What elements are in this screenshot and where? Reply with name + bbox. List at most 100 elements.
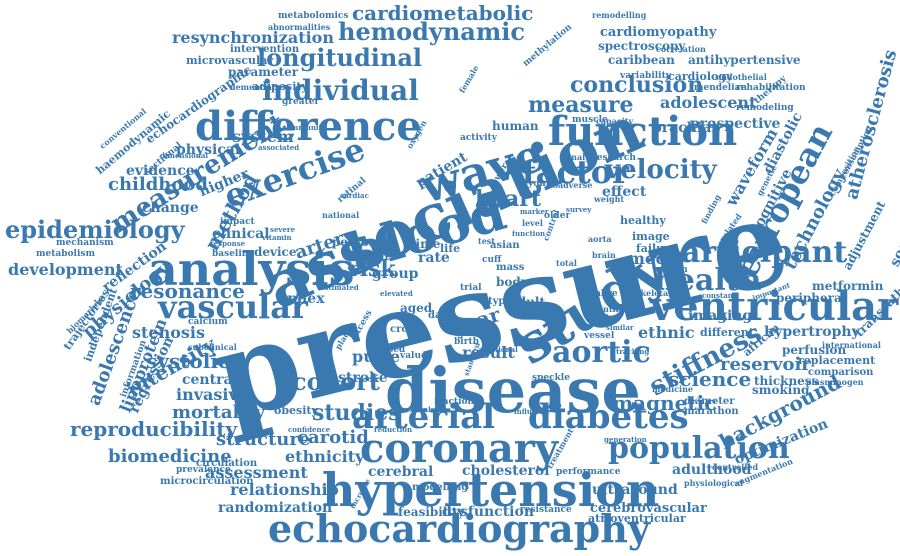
word-change: change bbox=[142, 200, 199, 216]
word-velocity: velocity bbox=[604, 155, 718, 185]
word-relationship: relationship bbox=[230, 480, 339, 499]
word-body: body bbox=[496, 275, 529, 289]
word-system: system bbox=[232, 127, 294, 146]
word-microcirculation: microcirculation bbox=[160, 476, 254, 487]
word-ethnic: ethnic bbox=[638, 323, 695, 342]
word-test: test bbox=[478, 236, 495, 246]
word-rate: rate bbox=[418, 250, 450, 266]
word-cardiomyopathy: cardiomyopathy bbox=[600, 25, 717, 40]
word-weight: weight bbox=[593, 194, 624, 204]
word-marker: marker bbox=[520, 207, 549, 216]
word-diabetes: diabetes bbox=[528, 397, 689, 437]
word-analyse: analyse bbox=[566, 152, 599, 162]
word-assessment: assessment bbox=[205, 463, 308, 482]
word-arterial: arterial bbox=[352, 397, 495, 437]
word-peripheral: peripheral bbox=[776, 291, 847, 305]
word-prospective: prospective bbox=[690, 116, 781, 132]
word-resistance: resistance bbox=[520, 505, 572, 515]
word-community: community bbox=[282, 123, 327, 132]
word-brain: brain bbox=[592, 250, 616, 260]
word-marathon: marathon bbox=[684, 406, 739, 417]
word-intervention: intervention bbox=[230, 44, 300, 55]
word-abnormalities: abnormalities bbox=[268, 22, 331, 32]
word-total: total bbox=[556, 258, 577, 268]
word-adolescent: adolescent bbox=[660, 93, 757, 112]
word-aortic: aortic bbox=[552, 335, 651, 370]
word-ethnicity: ethnicity bbox=[285, 447, 365, 466]
word-influence: influence bbox=[514, 407, 551, 416]
word-result: result bbox=[462, 343, 515, 362]
word-function: function bbox=[548, 108, 737, 155]
word-survey: survey bbox=[566, 205, 592, 214]
word-magnetic: magnetic bbox=[612, 391, 716, 415]
word-hypertrophy: hypertrophy bbox=[764, 324, 861, 340]
word-clinical: clinical bbox=[212, 226, 270, 242]
word-event: event bbox=[356, 250, 390, 263]
word-obesity: obesity bbox=[274, 404, 318, 417]
word-calcium: calcium bbox=[188, 317, 228, 327]
word-cardiology: cardiology bbox=[668, 70, 733, 83]
word-perfusion: perfusion bbox=[782, 343, 847, 357]
word-socioeconomic: socioeconomic bbox=[887, 158, 900, 269]
word-cuff: cuff bbox=[482, 255, 502, 265]
word-longitudinal: longitudinal bbox=[257, 43, 422, 72]
word-structure: structure bbox=[216, 429, 310, 450]
word-older: older bbox=[544, 211, 570, 221]
word-analysis: analysis bbox=[148, 242, 355, 296]
word-health: health bbox=[654, 263, 762, 298]
word-skeletal: skeletal bbox=[636, 288, 671, 298]
word-endothelial: endothelial bbox=[716, 72, 767, 82]
word-elevated: elevated bbox=[380, 289, 413, 298]
word-adverse: adverse bbox=[558, 180, 592, 190]
word-research: research bbox=[592, 153, 636, 163]
word-adjustment: adjustment bbox=[840, 198, 888, 272]
word-stroke: stroke bbox=[338, 370, 388, 386]
word-time: time bbox=[410, 237, 441, 251]
word-female: female bbox=[457, 63, 481, 94]
word-adult: adult bbox=[510, 295, 545, 309]
word-feasibility: feasibility bbox=[398, 505, 465, 519]
word-dimensional: dimensional bbox=[160, 151, 208, 160]
word-carotid: carotid bbox=[297, 427, 369, 448]
word-value: value bbox=[399, 351, 427, 361]
word-type: type bbox=[488, 296, 512, 307]
word-variability: variability bbox=[619, 71, 672, 81]
word-human: human bbox=[492, 119, 539, 133]
word-muscle: muscle bbox=[572, 115, 608, 125]
word-subclinical: subclinical bbox=[188, 342, 237, 352]
word-proximal: proximal bbox=[396, 405, 431, 414]
word-tracking: tracking bbox=[616, 347, 649, 356]
word-epidemiology: epidemiology bbox=[5, 215, 186, 244]
word-diameter: diameter bbox=[684, 396, 735, 407]
word-generation: generation bbox=[604, 435, 647, 444]
word-function-small: function bbox=[512, 229, 545, 238]
word-comparison: comparison bbox=[808, 367, 874, 378]
word-remodelling: remodelling bbox=[592, 10, 647, 20]
word-dysfunction: dysfunction bbox=[442, 504, 534, 520]
word-speckle: speckle bbox=[532, 373, 570, 383]
word-mortality: mortality bbox=[172, 402, 266, 423]
word-resonance: resonance bbox=[130, 279, 245, 303]
word-constant: constant bbox=[702, 291, 737, 300]
word-mendelian: mendelian bbox=[694, 83, 747, 93]
word-coronary: coronary bbox=[360, 425, 560, 472]
word-image: image bbox=[632, 230, 670, 243]
word-evidence: evidence bbox=[126, 163, 195, 179]
word-cerebral: cerebral bbox=[368, 464, 433, 480]
word-individual: individual bbox=[262, 74, 419, 107]
word-invasive: invasive bbox=[176, 385, 248, 404]
word-adulthood: adulthood bbox=[672, 462, 752, 478]
word-caribbean: caribbean bbox=[608, 53, 675, 67]
word-response: response bbox=[210, 239, 246, 248]
word-conclusion: conclusion bbox=[570, 72, 703, 98]
word-methylation: methylation bbox=[521, 22, 574, 69]
word-biomedicine: biomedicine bbox=[108, 446, 232, 467]
word-heart: heart bbox=[475, 186, 542, 212]
word-childhood: childhood bbox=[108, 174, 208, 195]
word-atherosclerosis: atherosclerosis bbox=[841, 47, 900, 201]
word-healthy: healthy bbox=[620, 214, 666, 227]
word-model: model bbox=[628, 249, 683, 268]
word-confidence: confidence bbox=[288, 425, 331, 434]
word-correlation: correlation bbox=[656, 44, 706, 54]
